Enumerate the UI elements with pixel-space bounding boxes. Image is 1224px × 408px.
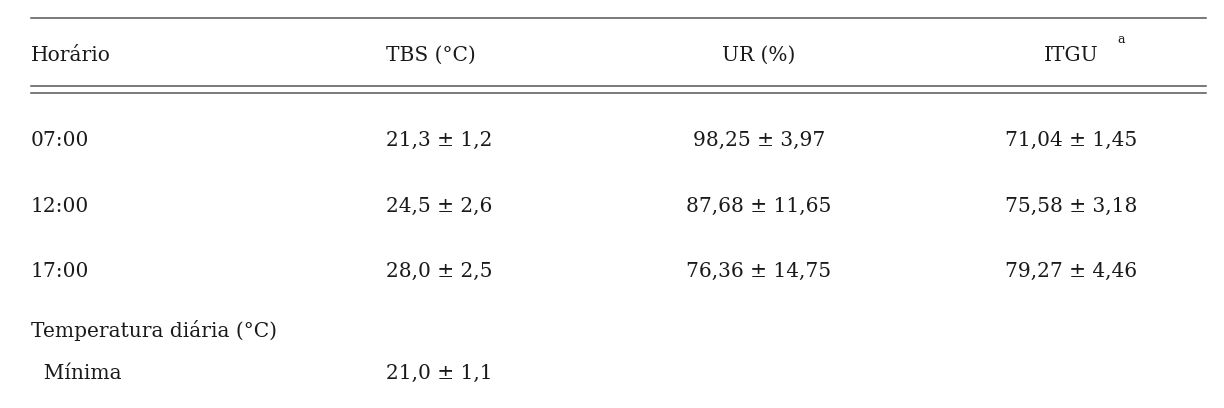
Text: 75,58 ± 3,18: 75,58 ± 3,18 xyxy=(1005,197,1137,215)
Text: TBS (°C): TBS (°C) xyxy=(386,46,475,64)
Text: 07:00: 07:00 xyxy=(31,131,89,150)
Text: 17:00: 17:00 xyxy=(31,262,89,281)
Text: ITGU: ITGU xyxy=(1044,46,1098,64)
Text: 87,68 ± 11,65: 87,68 ± 11,65 xyxy=(687,197,831,215)
Text: 76,36 ± 14,75: 76,36 ± 14,75 xyxy=(687,262,831,281)
Text: 21,3 ± 1,2: 21,3 ± 1,2 xyxy=(386,131,492,150)
Text: UR (%): UR (%) xyxy=(722,46,796,64)
Text: 71,04 ± 1,45: 71,04 ± 1,45 xyxy=(1005,131,1137,150)
Text: 79,27 ± 4,46: 79,27 ± 4,46 xyxy=(1005,262,1137,281)
Text: Horário: Horário xyxy=(31,46,110,64)
Text: 21,0 ± 1,1: 21,0 ± 1,1 xyxy=(386,364,492,383)
Text: Mínima: Mínima xyxy=(31,364,121,383)
Text: a: a xyxy=(1118,33,1125,46)
Text: 98,25 ± 3,97: 98,25 ± 3,97 xyxy=(693,131,825,150)
Text: 24,5 ± 2,6: 24,5 ± 2,6 xyxy=(386,197,492,215)
Text: 12:00: 12:00 xyxy=(31,197,89,215)
Text: Temperatura diária (°C): Temperatura diária (°C) xyxy=(31,320,277,341)
Text: 28,0 ± 2,5: 28,0 ± 2,5 xyxy=(386,262,492,281)
